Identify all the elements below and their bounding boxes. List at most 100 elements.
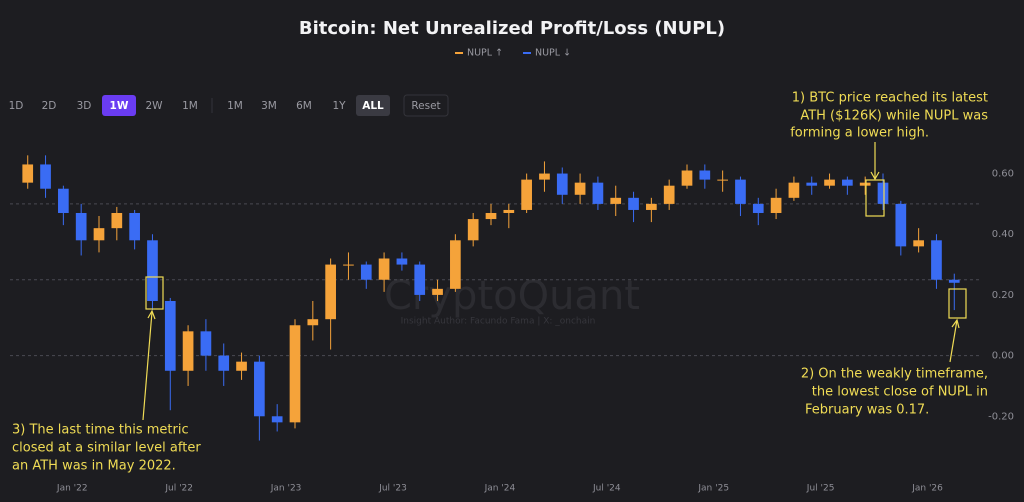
x-tick-label: Jan '22 bbox=[56, 484, 88, 494]
annotation: 1) BTC price reached its latest ATH ($12… bbox=[790, 91, 988, 141]
candle-body bbox=[450, 240, 461, 289]
toolbar-button[interactable]: 1D bbox=[9, 100, 24, 112]
candle-body bbox=[467, 219, 479, 241]
author: Insight Author: Facundo Fama | X: _oncha… bbox=[401, 317, 596, 327]
toolbar-button[interactable]: 6M bbox=[296, 100, 312, 112]
candle-body bbox=[931, 240, 942, 280]
arrow bbox=[142, 311, 153, 421]
candle-body bbox=[539, 173, 550, 180]
candle-body bbox=[824, 179, 835, 186]
annotation-line: the lowest close of NUPL in bbox=[812, 385, 988, 400]
candle-body bbox=[895, 203, 907, 247]
toolbar-button[interactable]: ALL bbox=[362, 100, 384, 112]
candle-body bbox=[556, 173, 568, 195]
highlights bbox=[142, 142, 967, 421]
arrow-head bbox=[147, 309, 156, 320]
candle-body bbox=[663, 185, 675, 204]
candle-body bbox=[289, 325, 301, 423]
y-tick-label: 0.40 bbox=[992, 229, 1014, 240]
annotation-line: February was 0.17. bbox=[805, 403, 929, 418]
candle-body bbox=[58, 188, 69, 213]
toolbar-button[interactable]: 3D bbox=[77, 100, 92, 112]
candle-body bbox=[111, 212, 123, 229]
candle-body bbox=[806, 182, 818, 186]
x-tick-label: Jul '24 bbox=[592, 484, 621, 494]
annotation-line: 3) The last time this metric bbox=[12, 423, 189, 438]
highlight-box bbox=[145, 276, 164, 310]
toolbar-button[interactable]: 2W bbox=[145, 100, 163, 112]
toolbar-button[interactable]: 1M bbox=[227, 100, 243, 112]
candle-body bbox=[40, 164, 51, 189]
candle-body bbox=[343, 264, 354, 266]
button-bg bbox=[356, 95, 390, 116]
legend-label: NUPL ↑ bbox=[467, 48, 503, 59]
y-tick-label: 0.60 bbox=[992, 169, 1014, 180]
candle-body bbox=[681, 170, 693, 186]
candle-body bbox=[948, 279, 960, 283]
candle-body bbox=[307, 319, 319, 326]
candle-body bbox=[842, 179, 853, 186]
candle-body bbox=[325, 264, 336, 320]
arrow-head bbox=[870, 171, 880, 181]
candle-body bbox=[147, 240, 158, 301]
legend-label: NUPL ↓ bbox=[535, 48, 571, 59]
plot: -0.20 0.00 0.20 0.40 0.60 Jan '22 Jul '22 Jan '… bbox=[10, 155, 1014, 494]
candle-body bbox=[574, 182, 586, 195]
arrow-head bbox=[951, 318, 960, 329]
candle-body bbox=[200, 331, 212, 356]
watermark: CryptoQuant bbox=[384, 273, 640, 319]
annotation: 3) The last time this metric closed at a… bbox=[12, 423, 201, 474]
candle-body bbox=[414, 264, 426, 295]
candle-body bbox=[752, 203, 764, 213]
annotation-line: 2) On the weakly timeframe, bbox=[801, 367, 988, 382]
candle-body bbox=[129, 212, 140, 241]
candle-body bbox=[236, 361, 247, 371]
button-bg bbox=[102, 95, 136, 116]
y-tick-label: 0.20 bbox=[992, 290, 1014, 301]
toolbar-button[interactable]: Reset bbox=[411, 100, 440, 112]
highlight-box bbox=[948, 288, 967, 319]
x-tick-label: Jan '24 bbox=[484, 484, 516, 494]
x-tick-label: Jul '23 bbox=[378, 484, 407, 494]
x-tick-label: Jan '25 bbox=[697, 484, 729, 494]
toolbar-button[interactable]: 1Y bbox=[332, 100, 346, 112]
toolbar: 1D 2D 3D 1W 2W 1M 1M 3M 6M 1Y ALL Reset bbox=[9, 94, 449, 117]
candle-body bbox=[182, 331, 194, 371]
candle-body bbox=[432, 288, 443, 295]
candle-body bbox=[93, 228, 105, 241]
annotation: 2) On the weakly timeframe, the lowest c… bbox=[801, 367, 988, 418]
candle-body bbox=[592, 182, 604, 204]
x-tick-label: Jan '23 bbox=[270, 484, 302, 494]
toolbar-button[interactable]: 1W bbox=[110, 100, 129, 112]
candle-body bbox=[378, 258, 390, 280]
toolbar-button[interactable]: 3M bbox=[261, 100, 277, 112]
y-tick-label: -0.20 bbox=[988, 411, 1014, 422]
y-tick-label: 0.00 bbox=[992, 351, 1014, 362]
candle-body bbox=[521, 179, 532, 210]
candle-body bbox=[218, 355, 230, 371]
chart-title: Bitcoin: Net Unrealized Profit/Loss (NUP… bbox=[299, 18, 725, 39]
candle-body bbox=[75, 212, 87, 241]
annotation-line: 1) BTC price reached its latest bbox=[792, 91, 988, 106]
annotation-line: forming a lower high. bbox=[790, 126, 929, 141]
candle-body bbox=[913, 240, 924, 247]
candle-body bbox=[22, 164, 34, 183]
toolbar-button[interactable]: 1M bbox=[182, 100, 198, 112]
candle-body bbox=[254, 361, 265, 417]
candle-body bbox=[646, 203, 657, 210]
button-border bbox=[403, 94, 449, 117]
toolbar-button[interactable]: 2D bbox=[42, 100, 57, 112]
candle-body bbox=[610, 197, 622, 204]
candle-body bbox=[396, 258, 408, 265]
candle-body bbox=[503, 209, 515, 213]
candle-body bbox=[877, 182, 889, 204]
candle-body bbox=[788, 182, 800, 198]
x-tick-label: Jul '22 bbox=[164, 484, 193, 494]
annotation-line: an ATH was in May 2022. bbox=[12, 459, 176, 474]
candle-body bbox=[770, 197, 782, 213]
candle-body bbox=[699, 170, 711, 180]
candle-body bbox=[717, 179, 728, 181]
x-tick-label: Jul '25 bbox=[806, 484, 835, 494]
candle-body bbox=[485, 212, 497, 220]
